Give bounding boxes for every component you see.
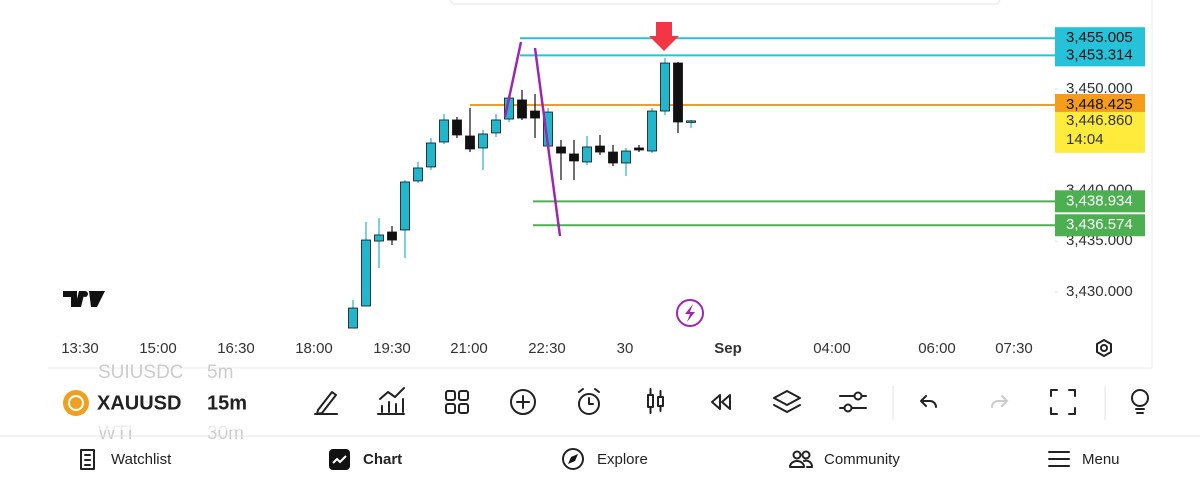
candle-body — [348, 307, 358, 329]
candle-body — [439, 119, 449, 143]
price-label: 3,453.314 — [1066, 46, 1133, 63]
candle-body — [387, 231, 397, 241]
symbol-logo — [63, 390, 89, 416]
x-tick-label: 19:30 — [373, 340, 411, 357]
price-label: 3,455.005 — [1066, 29, 1133, 46]
x-tick-label: 21:00 — [450, 340, 488, 357]
lightning-icon — [685, 304, 695, 322]
nav-bar: Watchlist Chart Explore Community Menu — [111, 451, 1120, 468]
lightning-button[interactable] — [676, 299, 704, 327]
x-tick-label: 22:30 — [528, 340, 566, 357]
candle-body — [621, 150, 631, 164]
top-card-edge — [449, 0, 1001, 5]
replay[interactable] — [711, 394, 731, 410]
watchlist-icon — [80, 449, 95, 470]
x-tick-label: Sep — [714, 340, 742, 357]
countdown: 14:04 — [1066, 131, 1104, 148]
candle-body — [634, 147, 644, 151]
candle-body — [647, 110, 657, 152]
price-label: 3,436.574 — [1066, 216, 1133, 233]
last-price-box — [1055, 111, 1145, 153]
explore-needle — [568, 454, 578, 464]
price-label: 3,438.934 — [1066, 192, 1133, 209]
undo[interactable] — [920, 395, 937, 408]
trend-line — [533, 47, 562, 237]
drawings — [63, 22, 704, 327]
indicators[interactable] — [377, 387, 405, 415]
price-label-box — [1055, 27, 1145, 50]
x-tick-label: 07:30 — [995, 340, 1033, 357]
fullscreen[interactable] — [1050, 389, 1076, 415]
candle-body — [491, 119, 501, 134]
price-label: 3,448.425 — [1066, 96, 1133, 113]
x-tick-label: 16:30 — [217, 340, 255, 357]
candle-body — [582, 146, 592, 163]
draw-tool[interactable] — [314, 391, 338, 415]
x-tick-label: 30 — [617, 340, 634, 357]
candle-body — [478, 133, 488, 149]
x-tick-label: 04:00 — [813, 340, 851, 357]
ghost-symbol: SUIUSDC — [98, 362, 184, 383]
menu-icon — [1048, 451, 1070, 467]
y-tick-label: 3,435.000 — [1066, 232, 1133, 249]
price-label-box — [1055, 93, 1145, 116]
candle-body — [517, 99, 527, 119]
nav-label[interactable]: Chart — [363, 451, 402, 468]
candle-body — [556, 146, 566, 154]
candle-body — [374, 234, 384, 242]
tv-logo — [63, 291, 105, 307]
x-tick-label: 15:00 — [139, 340, 177, 357]
ghost-interval: 5m — [207, 362, 233, 383]
candle-body — [400, 181, 410, 231]
candle-body — [673, 62, 683, 123]
symbol-logo-mark — [68, 395, 84, 411]
candle-body — [569, 153, 579, 162]
candle-body — [595, 145, 605, 153]
bar-style[interactable] — [647, 388, 664, 414]
price-label-box — [1055, 44, 1145, 67]
interval[interactable]: 15m — [207, 392, 247, 414]
candle-body — [413, 167, 423, 182]
nav-label[interactable]: Menu — [1082, 451, 1120, 468]
nav-icons — [80, 448, 1070, 470]
price-label-box — [1055, 190, 1145, 213]
symbol[interactable]: XAUUSD — [97, 392, 181, 414]
x-tick-label: 06:00 — [918, 340, 956, 357]
add[interactable] — [510, 389, 536, 415]
nav-label[interactable]: Watchlist — [111, 451, 172, 468]
y-tick-label: 3,450.000 — [1066, 80, 1133, 97]
redo[interactable] — [991, 395, 1009, 408]
x-tick-label: 18:00 — [295, 340, 333, 357]
layers[interactable] — [773, 390, 801, 413]
alert[interactable] — [578, 388, 600, 415]
candle-body — [361, 239, 371, 307]
trend-line — [503, 41, 523, 118]
candle-body — [465, 135, 475, 150]
x-tick-label: 13:30 — [61, 340, 99, 357]
settings-sliders[interactable] — [839, 391, 867, 413]
arrow-marker — [649, 22, 679, 51]
plot-area — [348, 37, 1055, 329]
nav-label[interactable]: Community — [824, 451, 900, 468]
candle-body — [660, 62, 670, 112]
y-tick-label: 3,430.000 — [1066, 283, 1133, 300]
explore-icon — [562, 448, 584, 470]
candle-body — [608, 151, 618, 164]
chart-icon — [329, 449, 350, 470]
last-price-label: 3,446.860 — [1066, 112, 1133, 129]
toolbar-icons — [314, 386, 1149, 420]
nav-label[interactable]: Explore — [597, 451, 648, 468]
candle-body — [686, 120, 696, 123]
ideas[interactable] — [1131, 389, 1149, 414]
settings-icon[interactable] — [1096, 339, 1112, 357]
candle-body — [426, 142, 436, 168]
community-icon — [789, 450, 813, 468]
layouts[interactable] — [445, 390, 469, 414]
candle-body — [530, 110, 540, 119]
chart-icon-line — [332, 455, 347, 464]
price-label-box — [1055, 214, 1145, 237]
candle-body — [452, 119, 462, 136]
